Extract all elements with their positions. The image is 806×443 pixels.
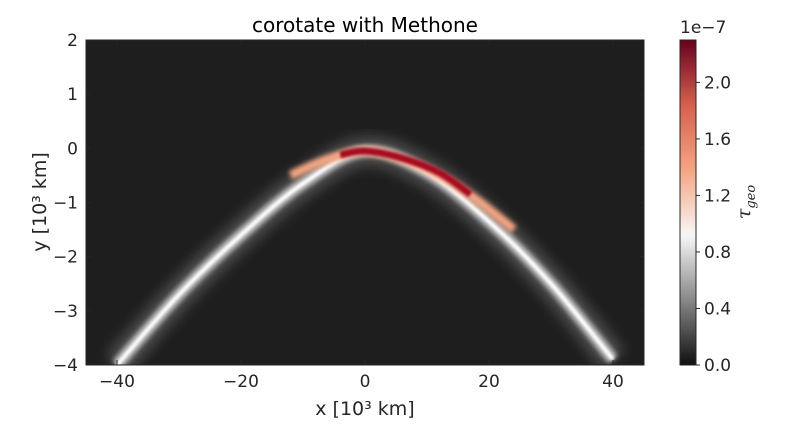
- colorbar: 0.0 0.4 0.8 1.2 1.6 2.0 1e−7 τgeo: [679, 18, 759, 376]
- x-axis-label: x [10³ km]: [315, 398, 414, 420]
- colorbar-tick-label: 1.6: [704, 130, 731, 150]
- colorbar-label: τgeo: [733, 185, 759, 220]
- y-tick-label: 1: [67, 85, 78, 105]
- colorbar-tick-label: 0.4: [704, 299, 731, 319]
- y-tick-label: 0: [67, 139, 78, 159]
- arc-peak-core: [339, 147, 473, 198]
- arc-band: [105, 135, 625, 365]
- y-tick-label: −3: [53, 302, 78, 322]
- x-tick-label: −40: [99, 372, 135, 392]
- chart-title: corotate with Methone: [252, 13, 478, 37]
- x-tick-label: 40: [602, 372, 624, 392]
- colorbar-gradient: [679, 39, 697, 366]
- y-tick-label: −4: [53, 356, 78, 376]
- y-tick-label: 2: [67, 31, 78, 51]
- colorbar-label-sub: geo: [744, 185, 759, 209]
- y-axis-label: y [10³ km]: [29, 152, 51, 251]
- colorbar-tick-label: 1.2: [704, 186, 731, 206]
- x-tick-label: 20: [478, 372, 500, 392]
- y-axis: −4 −3 −2 −1 0 1 2: [53, 31, 644, 376]
- x-axis: −40 −20 0 20 40: [99, 40, 624, 392]
- y-tick-label: −1: [53, 194, 78, 214]
- colorbar-ticks: 0.0 0.4 0.8 1.2 1.6 2.0: [696, 73, 731, 376]
- x-tick-label: 0: [360, 372, 371, 392]
- colorbar-tick-label: 0.0: [704, 356, 731, 376]
- y-tick-label: −2: [53, 248, 78, 268]
- colorbar-scale-text: 1e−7: [680, 18, 726, 38]
- colorbar-tick-label: 0.8: [704, 243, 731, 263]
- colorbar-label-main: τ: [733, 208, 755, 219]
- colorbar-tick-label: 2.0: [704, 73, 731, 93]
- x-tick-label: −20: [223, 372, 259, 392]
- plot-area: [86, 40, 644, 365]
